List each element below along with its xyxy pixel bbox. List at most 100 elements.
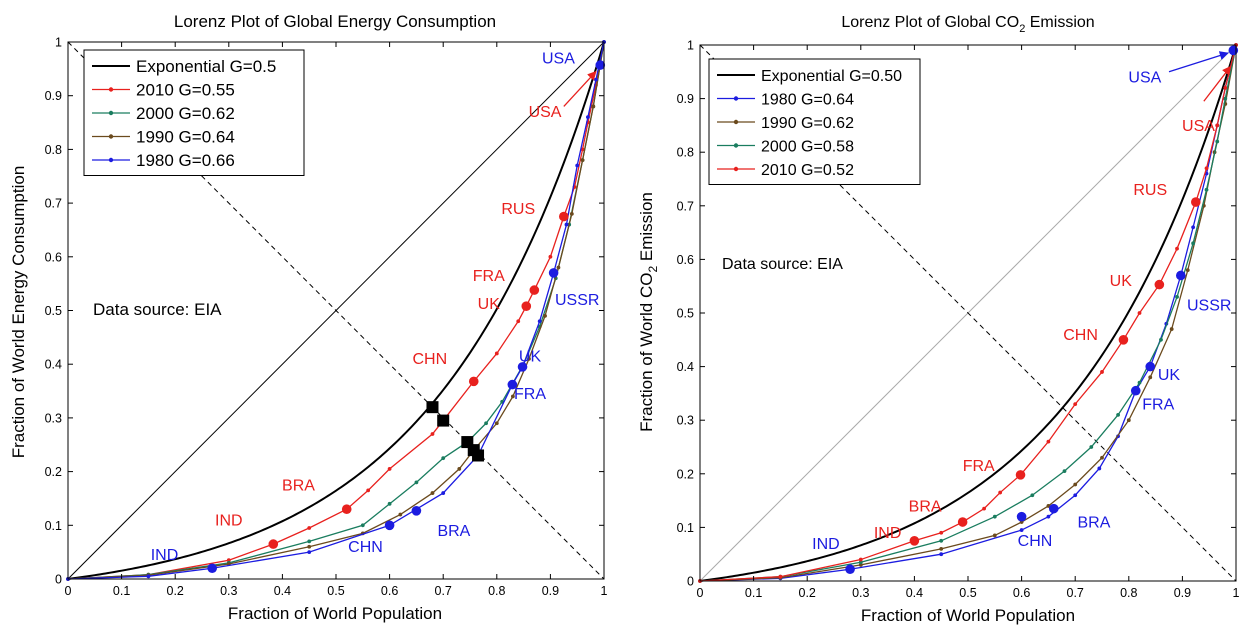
country-label: RUS xyxy=(501,201,535,218)
series-point xyxy=(1215,139,1220,144)
country-label: UK xyxy=(478,296,501,313)
x-tick-label: 0.7 xyxy=(1067,586,1084,600)
x-axis-label: Fraction of World Population xyxy=(228,604,442,623)
x-tick-label: 0.8 xyxy=(488,584,505,598)
series-point xyxy=(1116,412,1120,417)
series-point xyxy=(307,550,312,555)
series-point xyxy=(1137,311,1142,315)
country-label: UK xyxy=(519,349,542,366)
y-tick-label: 0.8 xyxy=(45,143,62,157)
y-tick-label: 0.9 xyxy=(677,92,694,106)
series-point xyxy=(441,456,446,461)
y-tick-label: 0.7 xyxy=(677,199,694,213)
series-point xyxy=(1089,445,1094,449)
legend-label: 1980 G=0.64 xyxy=(761,92,854,109)
x-tick-label: 0.3 xyxy=(852,586,869,600)
country-marker xyxy=(1118,335,1129,345)
series-point xyxy=(939,538,944,543)
series-point xyxy=(1062,469,1067,474)
country-marker xyxy=(411,506,422,516)
country-label: IND xyxy=(151,547,179,564)
series-line xyxy=(67,41,605,580)
plot-area: IND BRA FRA CHN UK RUS USA IND CHN BRA UK FRA USSR US… xyxy=(698,43,1239,583)
series-point xyxy=(1204,187,1209,192)
x-tick-label: 1 xyxy=(601,584,608,598)
country-marker xyxy=(1048,503,1059,514)
intersection-square xyxy=(437,414,450,427)
x-tick-label: 0.1 xyxy=(745,586,762,600)
series-point xyxy=(527,356,531,361)
country-marker xyxy=(1191,197,1201,207)
series-point xyxy=(1223,96,1228,101)
country-label: FRA xyxy=(963,458,995,475)
y-tick-label: 0.5 xyxy=(45,304,62,318)
country-label: USA xyxy=(1128,70,1161,87)
x-tick-label: 0.2 xyxy=(799,586,816,600)
legend-marker xyxy=(108,134,114,139)
series-point xyxy=(1097,466,1102,471)
y-tick-label: 0 xyxy=(55,573,62,587)
title-main: Lorenz Plot of Global CO xyxy=(841,14,1019,31)
country-marker xyxy=(1015,470,1026,480)
series-point xyxy=(1169,327,1174,331)
series-point xyxy=(1030,493,1035,498)
series-point xyxy=(146,574,151,579)
x-tick-label: 0.5 xyxy=(327,584,344,598)
legend-label: 1990 G=0.64 xyxy=(136,128,235,147)
x-tick-label: 0.1 xyxy=(113,584,130,598)
country-marker xyxy=(845,564,855,575)
y-tick-label: 0.8 xyxy=(677,146,694,160)
exponential-curve xyxy=(699,44,1237,582)
legend-marker xyxy=(733,96,739,101)
legend-marker xyxy=(733,143,739,148)
annotation-arrow xyxy=(563,70,597,107)
country-label: FRA xyxy=(1142,396,1174,413)
series-point xyxy=(982,506,986,511)
legend-marker xyxy=(108,110,114,116)
series-point xyxy=(484,421,488,426)
country-label: FRA xyxy=(514,386,546,403)
country-label: CHN xyxy=(1063,327,1098,344)
country-label: USA xyxy=(1182,118,1215,135)
series-point xyxy=(939,530,944,535)
series-point xyxy=(1185,268,1190,273)
legend-entry: 2000 G=0.62 xyxy=(92,104,235,123)
annotation-arrow xyxy=(1168,51,1229,73)
series-point xyxy=(858,560,863,565)
series-point xyxy=(430,432,435,436)
country-label: USA xyxy=(542,50,575,67)
country-label: IND xyxy=(874,525,902,542)
country-label: IND xyxy=(812,536,840,553)
series-point xyxy=(537,319,542,324)
x-tick-label: 0.6 xyxy=(381,584,398,598)
legend-marker xyxy=(108,157,114,163)
country-marker xyxy=(468,376,479,387)
data-source-note: Data source: EIA xyxy=(722,256,843,273)
axis-ticks: 0 0.1 0.2 0.3 0.4 0.5 0.6 0.7 0.8 0.9 1 0 0.1 0.2 0.3 0… xyxy=(677,39,1240,601)
series-point xyxy=(457,467,462,471)
x-tick-label: 1 xyxy=(1233,586,1240,600)
legend-entry: 1990 G=0.62 xyxy=(717,115,854,132)
country-marker xyxy=(1228,45,1239,56)
country-label: UK xyxy=(1110,273,1133,290)
series-point xyxy=(939,546,944,551)
country-marker xyxy=(1130,385,1141,396)
country-label: USA xyxy=(529,104,562,121)
x-tick-label: 0.4 xyxy=(274,584,291,598)
series-point xyxy=(591,104,596,109)
y-tick-label: 0.7 xyxy=(45,197,62,211)
series-point xyxy=(556,265,561,270)
series-point xyxy=(1191,225,1196,230)
legend: Exponential G=0.50 1980 G=0.64 1990 G=0.62… xyxy=(708,58,921,185)
series-point xyxy=(366,488,371,493)
series-point xyxy=(543,313,547,318)
country-label: USSR xyxy=(555,292,599,309)
country-label: CHN xyxy=(412,351,447,368)
country-marker xyxy=(268,539,279,549)
series-point xyxy=(1073,482,1078,487)
series-point xyxy=(1148,375,1153,380)
country-label: BRA xyxy=(437,523,470,540)
country-marker xyxy=(1016,511,1027,522)
